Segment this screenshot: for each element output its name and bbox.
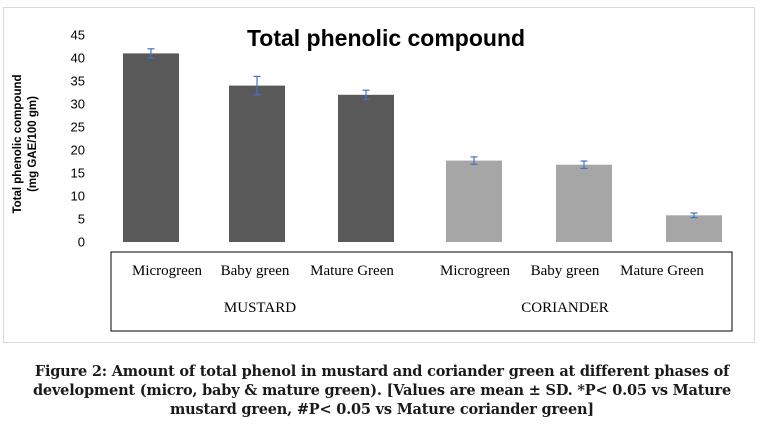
figure-caption: Figure 2: Amount of total phenol in must… [0,362,764,419]
y-tick-label: 30 [71,97,85,112]
y-tick-label: 5 [78,212,85,227]
x-group-label: MUSTARD [224,300,296,316]
y-axis-ticks: 0 5 10 15 20 25 30 35 40 45 [71,28,85,250]
caption-line-3: mustard green, #P< 0.05 vs Mature corian… [170,401,594,418]
bar [229,85,285,242]
y-tick-label: 40 [71,51,85,66]
x-tick-label: Mature Green [620,263,704,279]
caption-line-2: development (micro, baby & mature green)… [32,382,732,399]
y-tick-label: 20 [71,143,85,158]
x-group-label: CORIANDER [521,300,609,316]
bars [123,53,722,243]
y-axis-label-line-2: (mg GAE/100 gm) [27,96,39,192]
x-axis-group-labels: MUSTARD CORIANDER [224,300,609,316]
x-tick-label: Mature Green [310,263,394,279]
chart-title: Total phenolic compound [247,25,525,51]
y-axis-label-line-1: Total phenolic compound [12,74,24,213]
bar [123,53,179,243]
x-tick-label: Baby green [221,263,290,279]
bar [446,160,502,242]
bar [556,164,612,242]
x-tick-label: Microgreen [132,263,202,279]
bar [666,215,722,242]
y-axis-label: Total phenolic compound (mg GAE/100 gm) [12,74,39,213]
x-tick-label: Microgreen [440,263,510,279]
bar [338,94,394,242]
y-tick-label: 0 [78,235,85,250]
category-axis-box [110,251,733,332]
y-tick-label: 25 [71,120,85,135]
caption-line-1: Figure 2: Amount of total phenol in must… [34,363,730,380]
y-tick-label: 15 [71,166,85,181]
x-axis-category-labels: Microgreen Baby green Mature Green Microgre… [132,263,704,279]
y-tick-label: 45 [71,28,85,43]
error-bars [147,48,698,219]
bar-chart: Total phenolic compound Total phenolic c… [12,25,733,332]
chart-frame: Total phenolic compound Total phenolic c… [3,7,755,343]
y-tick-label: 10 [71,189,85,204]
y-tick-label: 35 [71,74,85,89]
x-tick-label: Baby green [531,263,600,279]
